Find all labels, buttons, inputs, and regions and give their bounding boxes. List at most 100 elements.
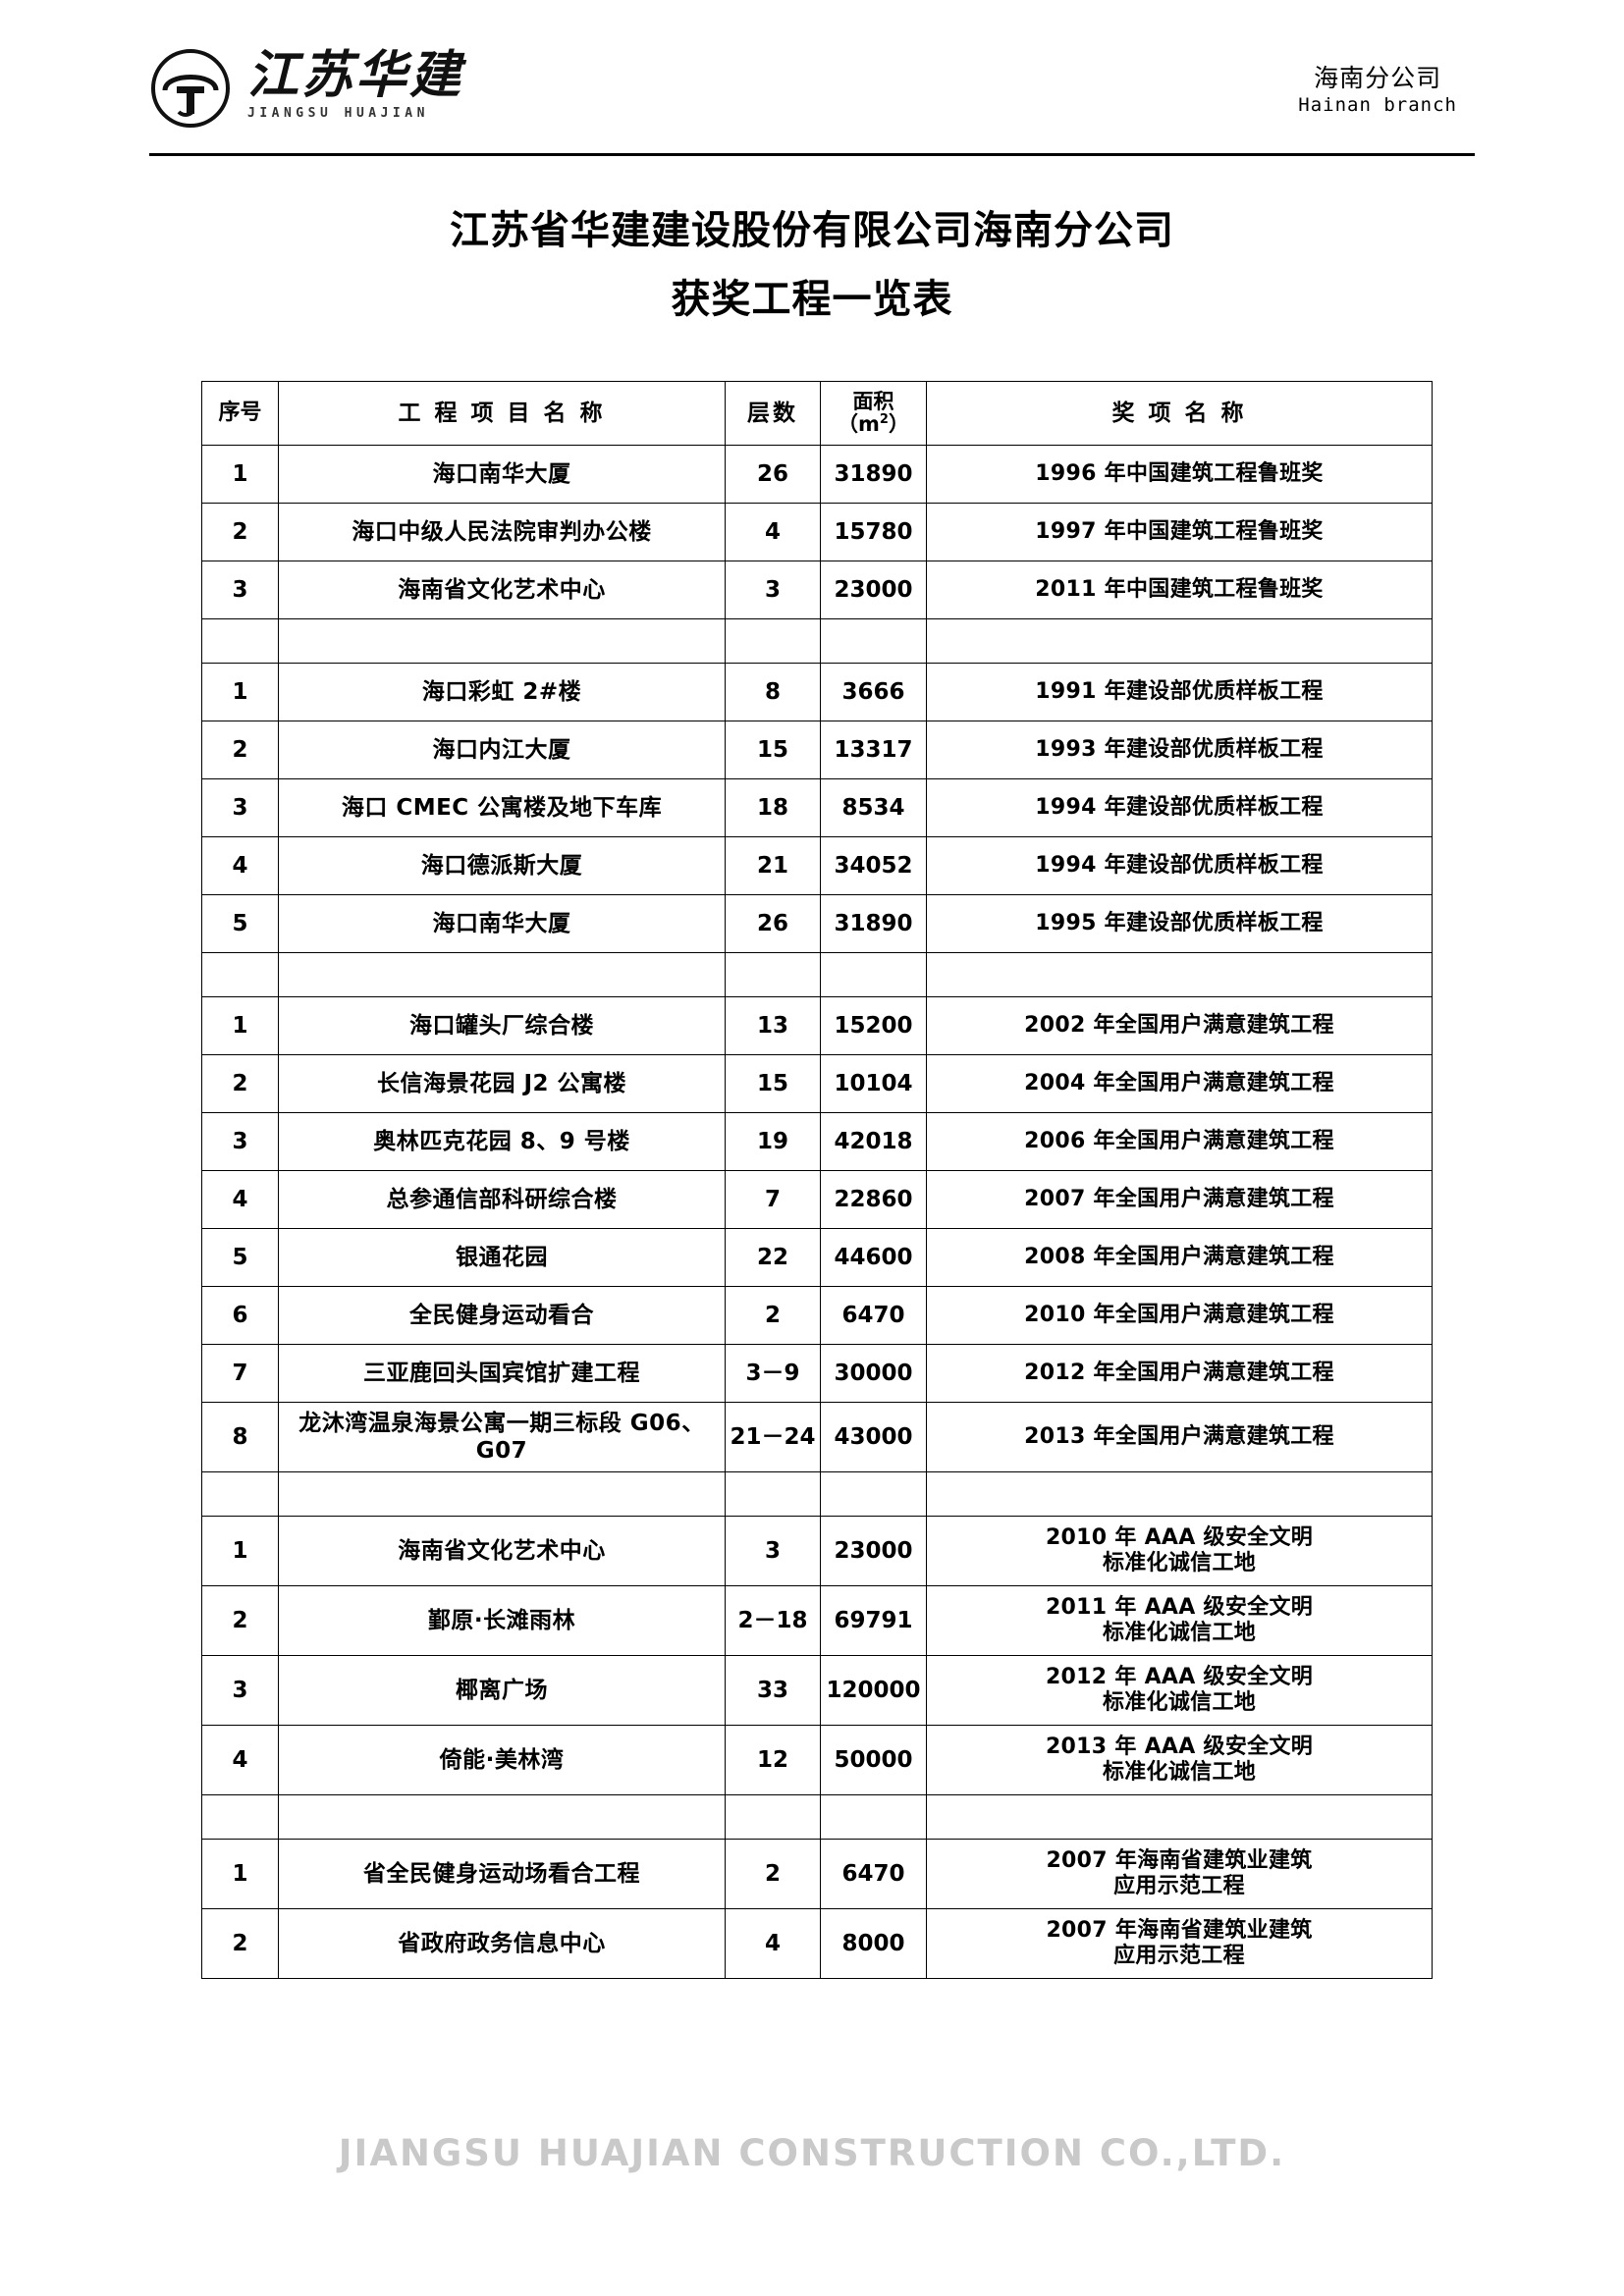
table-row: 2 鄞原·长滩雨林 2－18 69791 2011 年 AAA 级安全文明 标准化诚信工地	[201, 1585, 1433, 1656]
cell-floor-count: 2	[725, 1839, 821, 1909]
cell-project-name: 倚能·美林湾	[278, 1725, 726, 1795]
group-separator-cell	[926, 952, 1433, 997]
branch-name-english: Hainan branch	[1298, 94, 1457, 117]
cell-award-name: 2012 年全国用户满意建筑工程	[926, 1344, 1433, 1403]
title-line-1: 江苏省华建建设股份有限公司海南分公司	[450, 208, 1174, 253]
header-divider	[149, 153, 1475, 156]
group-separator-cell	[201, 1794, 279, 1840]
group-separator-cell	[725, 952, 821, 997]
cell-project-name: 海南省文化艺术中心	[278, 1516, 726, 1586]
cell-floor-count: 8	[725, 663, 821, 721]
cell-area: 42018	[820, 1112, 927, 1171]
cell-area: 50000	[820, 1725, 927, 1795]
table-header: 序号 工 程 项 目 名 称 层数 面积 （m2） 奖 项 名 称	[201, 381, 1433, 446]
group-separator-cell	[926, 618, 1433, 664]
cell-award-name: 2013 年 AAA 级安全文明 标准化诚信工地	[926, 1725, 1433, 1795]
table-row: 8 龙沐湾温泉海景公寓一期三标段 G06、G07 21－24 43000 2013 年全…	[201, 1402, 1433, 1472]
cell-area: 8000	[820, 1908, 927, 1979]
group-separator-row	[201, 1794, 1433, 1840]
group-separator-cell	[201, 1471, 279, 1517]
cell-floor-count: 15	[725, 721, 821, 779]
cell-award-name: 1991 年建设部优质样板工程	[926, 663, 1433, 721]
cell-sequence-number: 1	[201, 1839, 279, 1909]
cell-project-name: 海南省文化艺术中心	[278, 561, 726, 619]
cell-award-name: 2007 年海南省建筑业建筑 应用示范工程	[926, 1839, 1433, 1909]
header-row: 序号 工 程 项 目 名 称 层数 面积 （m2） 奖 项 名 称	[201, 381, 1433, 446]
table-row: 1 海口彩虹 2#楼 8 3666 1991 年建设部优质样板工程	[201, 663, 1433, 721]
cell-sequence-number: 5	[201, 1228, 279, 1287]
cell-sequence-number: 2	[201, 1585, 279, 1656]
logo-english-name: JIANGSU HUAJIAN	[247, 106, 429, 122]
cell-sequence-number: 2	[201, 1054, 279, 1113]
cell-sequence-number: 2	[201, 721, 279, 779]
cell-floor-count: 18	[725, 778, 821, 837]
group-separator-cell	[725, 1794, 821, 1840]
cell-floor-count: 4	[725, 1908, 821, 1979]
cell-sequence-number: 3	[201, 1655, 279, 1726]
cell-award-name: 2007 年海南省建筑业建筑 应用示范工程	[926, 1908, 1433, 1979]
cell-project-name: 三亚鹿回头国宾馆扩建工程	[278, 1344, 726, 1403]
cell-sequence-number: 7	[201, 1344, 279, 1403]
group-separator-cell	[725, 1471, 821, 1517]
cell-floor-count: 3	[725, 561, 821, 619]
cell-floor-count: 26	[725, 445, 821, 504]
group-separator-cell	[278, 952, 726, 997]
table-row: 2 海口内江大厦 15 13317 1993 年建设部优质样板工程	[201, 721, 1433, 779]
cell-sequence-number: 1	[201, 663, 279, 721]
table-row: 4 倚能·美林湾 12 50000 2013 年 AAA 级安全文明 标准化诚信工地	[201, 1725, 1433, 1795]
area-label: 面积	[852, 389, 894, 413]
cell-project-name: 银通花园	[278, 1228, 726, 1287]
title-line-2: 获奖工程一览表	[671, 277, 953, 322]
group-separator-row	[201, 1471, 1433, 1517]
cell-award-name: 1996 年中国建筑工程鲁班奖	[926, 445, 1433, 504]
cell-award-name: 2012 年 AAA 级安全文明 标准化诚信工地	[926, 1655, 1433, 1726]
awards-table-container: 序号 工 程 项 目 名 称 层数 面积 （m2） 奖 项 名 称 1 海口南华大…	[201, 381, 1433, 1979]
branch-label: 海南分公司 Hainan branch	[1298, 63, 1457, 118]
group-separator-row	[201, 618, 1433, 664]
cell-project-name: 海口南华大厦	[278, 894, 726, 953]
cell-sequence-number: 3	[201, 778, 279, 837]
group-separator-cell	[278, 618, 726, 664]
cell-award-name: 2007 年全国用户满意建筑工程	[926, 1170, 1433, 1229]
cell-project-name: 龙沐湾温泉海景公寓一期三标段 G06、G07	[278, 1402, 726, 1472]
cell-award-name: 2008 年全国用户满意建筑工程	[926, 1228, 1433, 1287]
cell-award-name: 1995 年建设部优质样板工程	[926, 894, 1433, 953]
cell-area: 22860	[820, 1170, 927, 1229]
column-header-area: 面积 （m2）	[820, 381, 927, 446]
column-header-project-name: 工 程 项 目 名 称	[278, 381, 726, 446]
cell-project-name: 海口罐头厂综合楼	[278, 996, 726, 1055]
table-row: 1 省全民健身运动场看合工程 2 6470 2007 年海南省建筑业建筑 应用示范工程	[201, 1839, 1433, 1909]
cell-award-name: 2013 年全国用户满意建筑工程	[926, 1402, 1433, 1472]
cell-award-name: 2010 年 AAA 级安全文明 标准化诚信工地	[926, 1516, 1433, 1586]
cell-floor-count: 19	[725, 1112, 821, 1171]
table-row: 1 海口罐头厂综合楼 13 15200 2002 年全国用户满意建筑工程	[201, 996, 1433, 1055]
area-unit: （m2）	[838, 412, 909, 436]
cell-area: 31890	[820, 445, 927, 504]
group-separator-cell	[820, 618, 927, 664]
cell-sequence-number: 8	[201, 1402, 279, 1472]
awards-table: 序号 工 程 项 目 名 称 层数 面积 （m2） 奖 项 名 称 1 海口南华大…	[201, 381, 1433, 1979]
cell-award-name: 2006 年全国用户满意建筑工程	[926, 1112, 1433, 1171]
table-row: 3 椰离广场 33 120000 2012 年 AAA 级安全文明 标准化诚信工地	[201, 1655, 1433, 1726]
cell-sequence-number: 1	[201, 445, 279, 504]
cell-award-name: 1993 年建设部优质样板工程	[926, 721, 1433, 779]
cell-floor-count: 2－18	[725, 1585, 821, 1656]
cell-award-name: 2010 年全国用户满意建筑工程	[926, 1286, 1433, 1345]
company-logo: 江苏华建 JIANGSU HUAJIAN	[149, 47, 463, 130]
group-separator-row	[201, 952, 1433, 997]
cell-area: 30000	[820, 1344, 927, 1403]
branch-name-chinese: 海南分公司	[1314, 64, 1442, 92]
letterhead: 江苏华建 JIANGSU HUAJIAN 海南分公司 Hainan branch	[0, 47, 1624, 165]
cell-floor-count: 21－24	[725, 1402, 821, 1472]
group-separator-cell	[820, 1794, 927, 1840]
logo-wordmark: 江苏华建 JIANGSU HUAJIAN	[247, 48, 463, 122]
group-separator-cell	[201, 618, 279, 664]
cell-area: 23000	[820, 1516, 927, 1586]
table-row: 4 海口德派斯大厦 21 34052 1994 年建设部优质样板工程	[201, 836, 1433, 895]
group-separator-cell	[725, 618, 821, 664]
cell-award-name: 2011 年中国建筑工程鲁班奖	[926, 561, 1433, 619]
document-title: 江苏省华建建设股份有限公司海南分公司 获奖工程一览表	[0, 201, 1624, 329]
cell-project-name: 海口德派斯大厦	[278, 836, 726, 895]
cell-area: 6470	[820, 1286, 927, 1345]
cell-floor-count: 15	[725, 1054, 821, 1113]
